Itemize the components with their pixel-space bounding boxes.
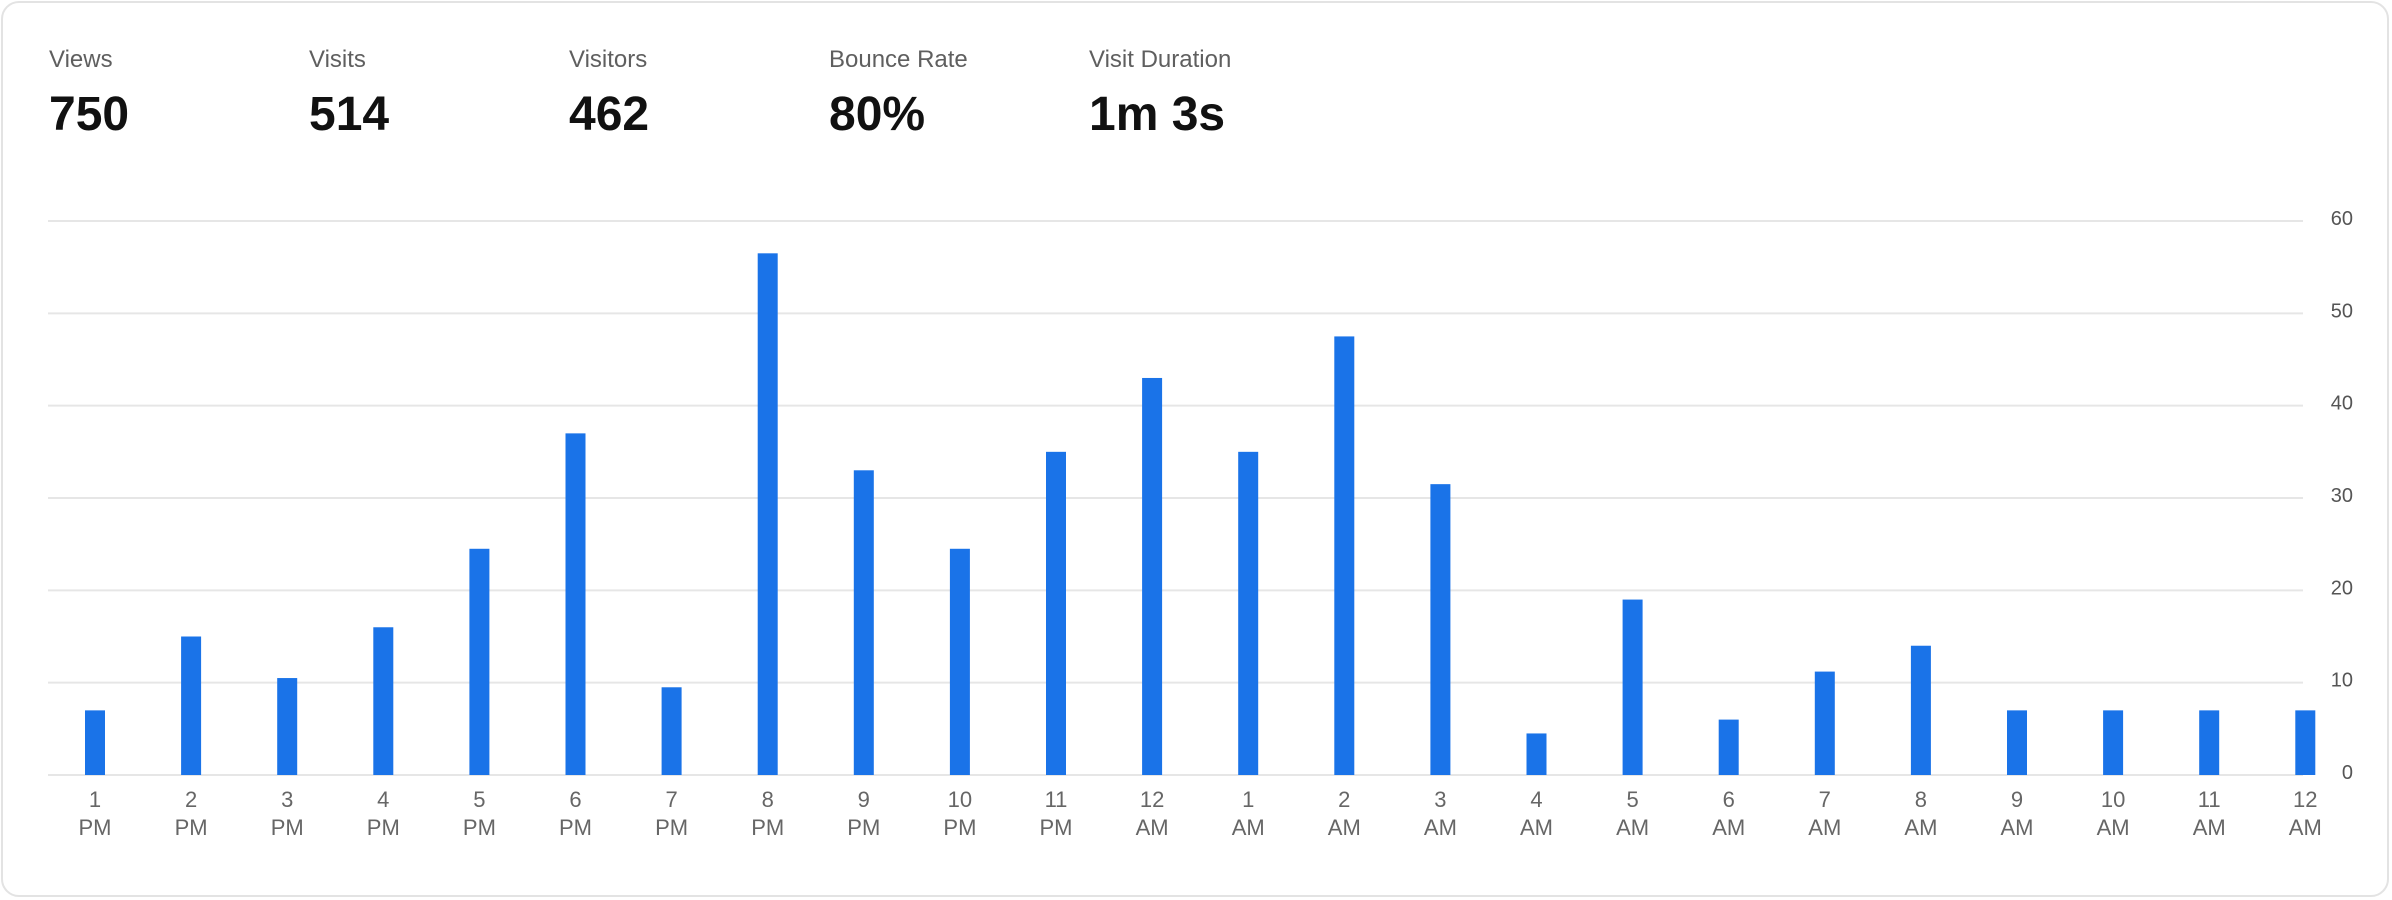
metric-value: 1m 3s [1089, 88, 1226, 141]
bar[interactable] [1718, 719, 1739, 775]
x-tick-label-period: PM [943, 815, 976, 840]
bar[interactable] [949, 548, 970, 775]
x-tick-label-hour: 3 [1434, 787, 1446, 812]
x-tick-label-period: PM [751, 815, 784, 840]
x-tick-label-period: AM [2193, 815, 2226, 840]
x-tick-label-period: PM [847, 815, 880, 840]
x-tick-label-hour: 4 [1530, 787, 1542, 812]
x-tick-label-hour: 11 [2198, 787, 2221, 812]
x-tick-label-hour: 9 [858, 787, 870, 812]
bar[interactable] [1814, 671, 1835, 775]
x-tick-label-period: AM [1520, 815, 1553, 840]
bar[interactable] [373, 627, 394, 775]
y-tick-label: 50 [2331, 300, 2353, 322]
x-tick-label-period: AM [2097, 815, 2130, 840]
x-tick-label-period: PM [463, 815, 496, 840]
bar[interactable] [1142, 377, 1163, 775]
bar[interactable] [1238, 451, 1259, 775]
y-tick-label: 60 [2331, 208, 2353, 230]
x-tick-label-hour: 5 [473, 787, 485, 812]
x-tick-label-hour: 12 [1140, 787, 1164, 812]
x-tick-label-period: PM [655, 815, 688, 840]
x-tick-label-period: PM [79, 815, 112, 840]
metric-views[interactable]: Views 750 [49, 43, 289, 143]
x-tick-label-hour: 5 [1626, 787, 1638, 812]
x-tick-label-period: PM [175, 815, 208, 840]
bar[interactable] [1910, 645, 1931, 775]
bar[interactable] [85, 710, 105, 775]
x-tick-label-hour: 6 [569, 787, 581, 812]
x-tick-label-hour: 10 [948, 787, 972, 812]
bar[interactable] [1430, 484, 1451, 775]
x-tick-label-hour: 9 [2011, 787, 2023, 812]
x-tick-label-period: AM [1808, 815, 1841, 840]
bar[interactable] [757, 253, 778, 776]
x-tick-label-period: AM [1712, 815, 1745, 840]
bar[interactable] [1526, 733, 1547, 775]
bar[interactable] [2295, 710, 2316, 775]
metric-label: Visit Duration [1089, 46, 1232, 73]
x-tick-label-period: PM [1040, 815, 1073, 840]
bar-chart: 0 10 20 30 40 50 60 1 PM 2 PM 3 PM 4 PM 5 PM 6 PM 7 PM 8 PM 9 PM… [48, 208, 2353, 840]
metric-visitors[interactable]: Visitors 462 [569, 43, 809, 143]
x-tick-label-period: AM [2289, 815, 2322, 840]
x-tick-label-period: AM [1424, 815, 1457, 840]
bar[interactable] [661, 687, 682, 775]
x-tick-label-period: AM [2001, 815, 2034, 840]
metric-value: 80% [829, 88, 926, 141]
metric-value: 514 [309, 88, 390, 141]
bar[interactable] [2007, 710, 2027, 775]
x-tick-label-hour: 8 [1915, 787, 1927, 812]
metric-visits[interactable]: Visits 514 [309, 43, 549, 143]
bar[interactable] [277, 678, 298, 775]
bar[interactable] [1046, 451, 1066, 775]
metric-label: Visits [309, 46, 366, 73]
y-tick-label: 30 [2331, 485, 2353, 507]
bar[interactable] [1622, 599, 1643, 775]
bar[interactable] [853, 470, 874, 775]
metric-bounce-rate[interactable]: Bounce Rate 80% [829, 43, 1069, 143]
metric-value: 462 [569, 88, 650, 141]
x-tick-label-period: PM [271, 815, 304, 840]
x-tick-label-hour: 6 [1723, 787, 1735, 812]
x-tick-label-period: AM [1328, 815, 1361, 840]
x-tick-label-hour: 1 [89, 787, 101, 812]
metric-visit-duration[interactable]: Visit Duration 1m 3s [1089, 43, 1329, 143]
metric-label: Views [49, 46, 113, 73]
x-tick-label-hour: 4 [377, 787, 389, 812]
x-tick-label-period: AM [1904, 815, 1937, 840]
metric-label: Bounce Rate [829, 46, 968, 73]
metric-value: 750 [49, 88, 130, 141]
y-tick-label: 40 [2331, 393, 2353, 415]
bar[interactable] [2199, 710, 2220, 775]
bar[interactable] [2103, 710, 2124, 775]
bar[interactable] [1334, 336, 1355, 775]
y-tick-label: 0 [2342, 762, 2353, 784]
x-tick-label-hour: 12 [2293, 787, 2317, 812]
x-tick-label-hour: 2 [185, 787, 197, 812]
x-tick-label-hour: 7 [1819, 787, 1831, 812]
x-tick-label-period: PM [559, 815, 592, 840]
x-tick-label-hour: 8 [762, 787, 774, 812]
bar[interactable] [469, 548, 490, 775]
x-tick-label-period: AM [1136, 815, 1169, 840]
y-tick-label: 10 [2331, 670, 2353, 692]
y-tick-label: 20 [2331, 577, 2353, 599]
x-tick-label-period: AM [1616, 815, 1649, 840]
x-tick-label-hour: 7 [665, 787, 677, 812]
bar[interactable] [565, 433, 586, 775]
metric-label: Visitors [569, 46, 648, 73]
x-tick-label-hour: 11 [1045, 787, 1068, 812]
x-tick-label-period: AM [1232, 815, 1265, 840]
x-tick-label-period: PM [367, 815, 400, 840]
x-tick-label-hour: 3 [281, 787, 293, 812]
bar[interactable] [181, 636, 202, 776]
x-tick-label-hour: 10 [2101, 787, 2125, 812]
x-tick-label-hour: 1 [1242, 787, 1254, 812]
x-tick-label-hour: 2 [1338, 787, 1350, 812]
